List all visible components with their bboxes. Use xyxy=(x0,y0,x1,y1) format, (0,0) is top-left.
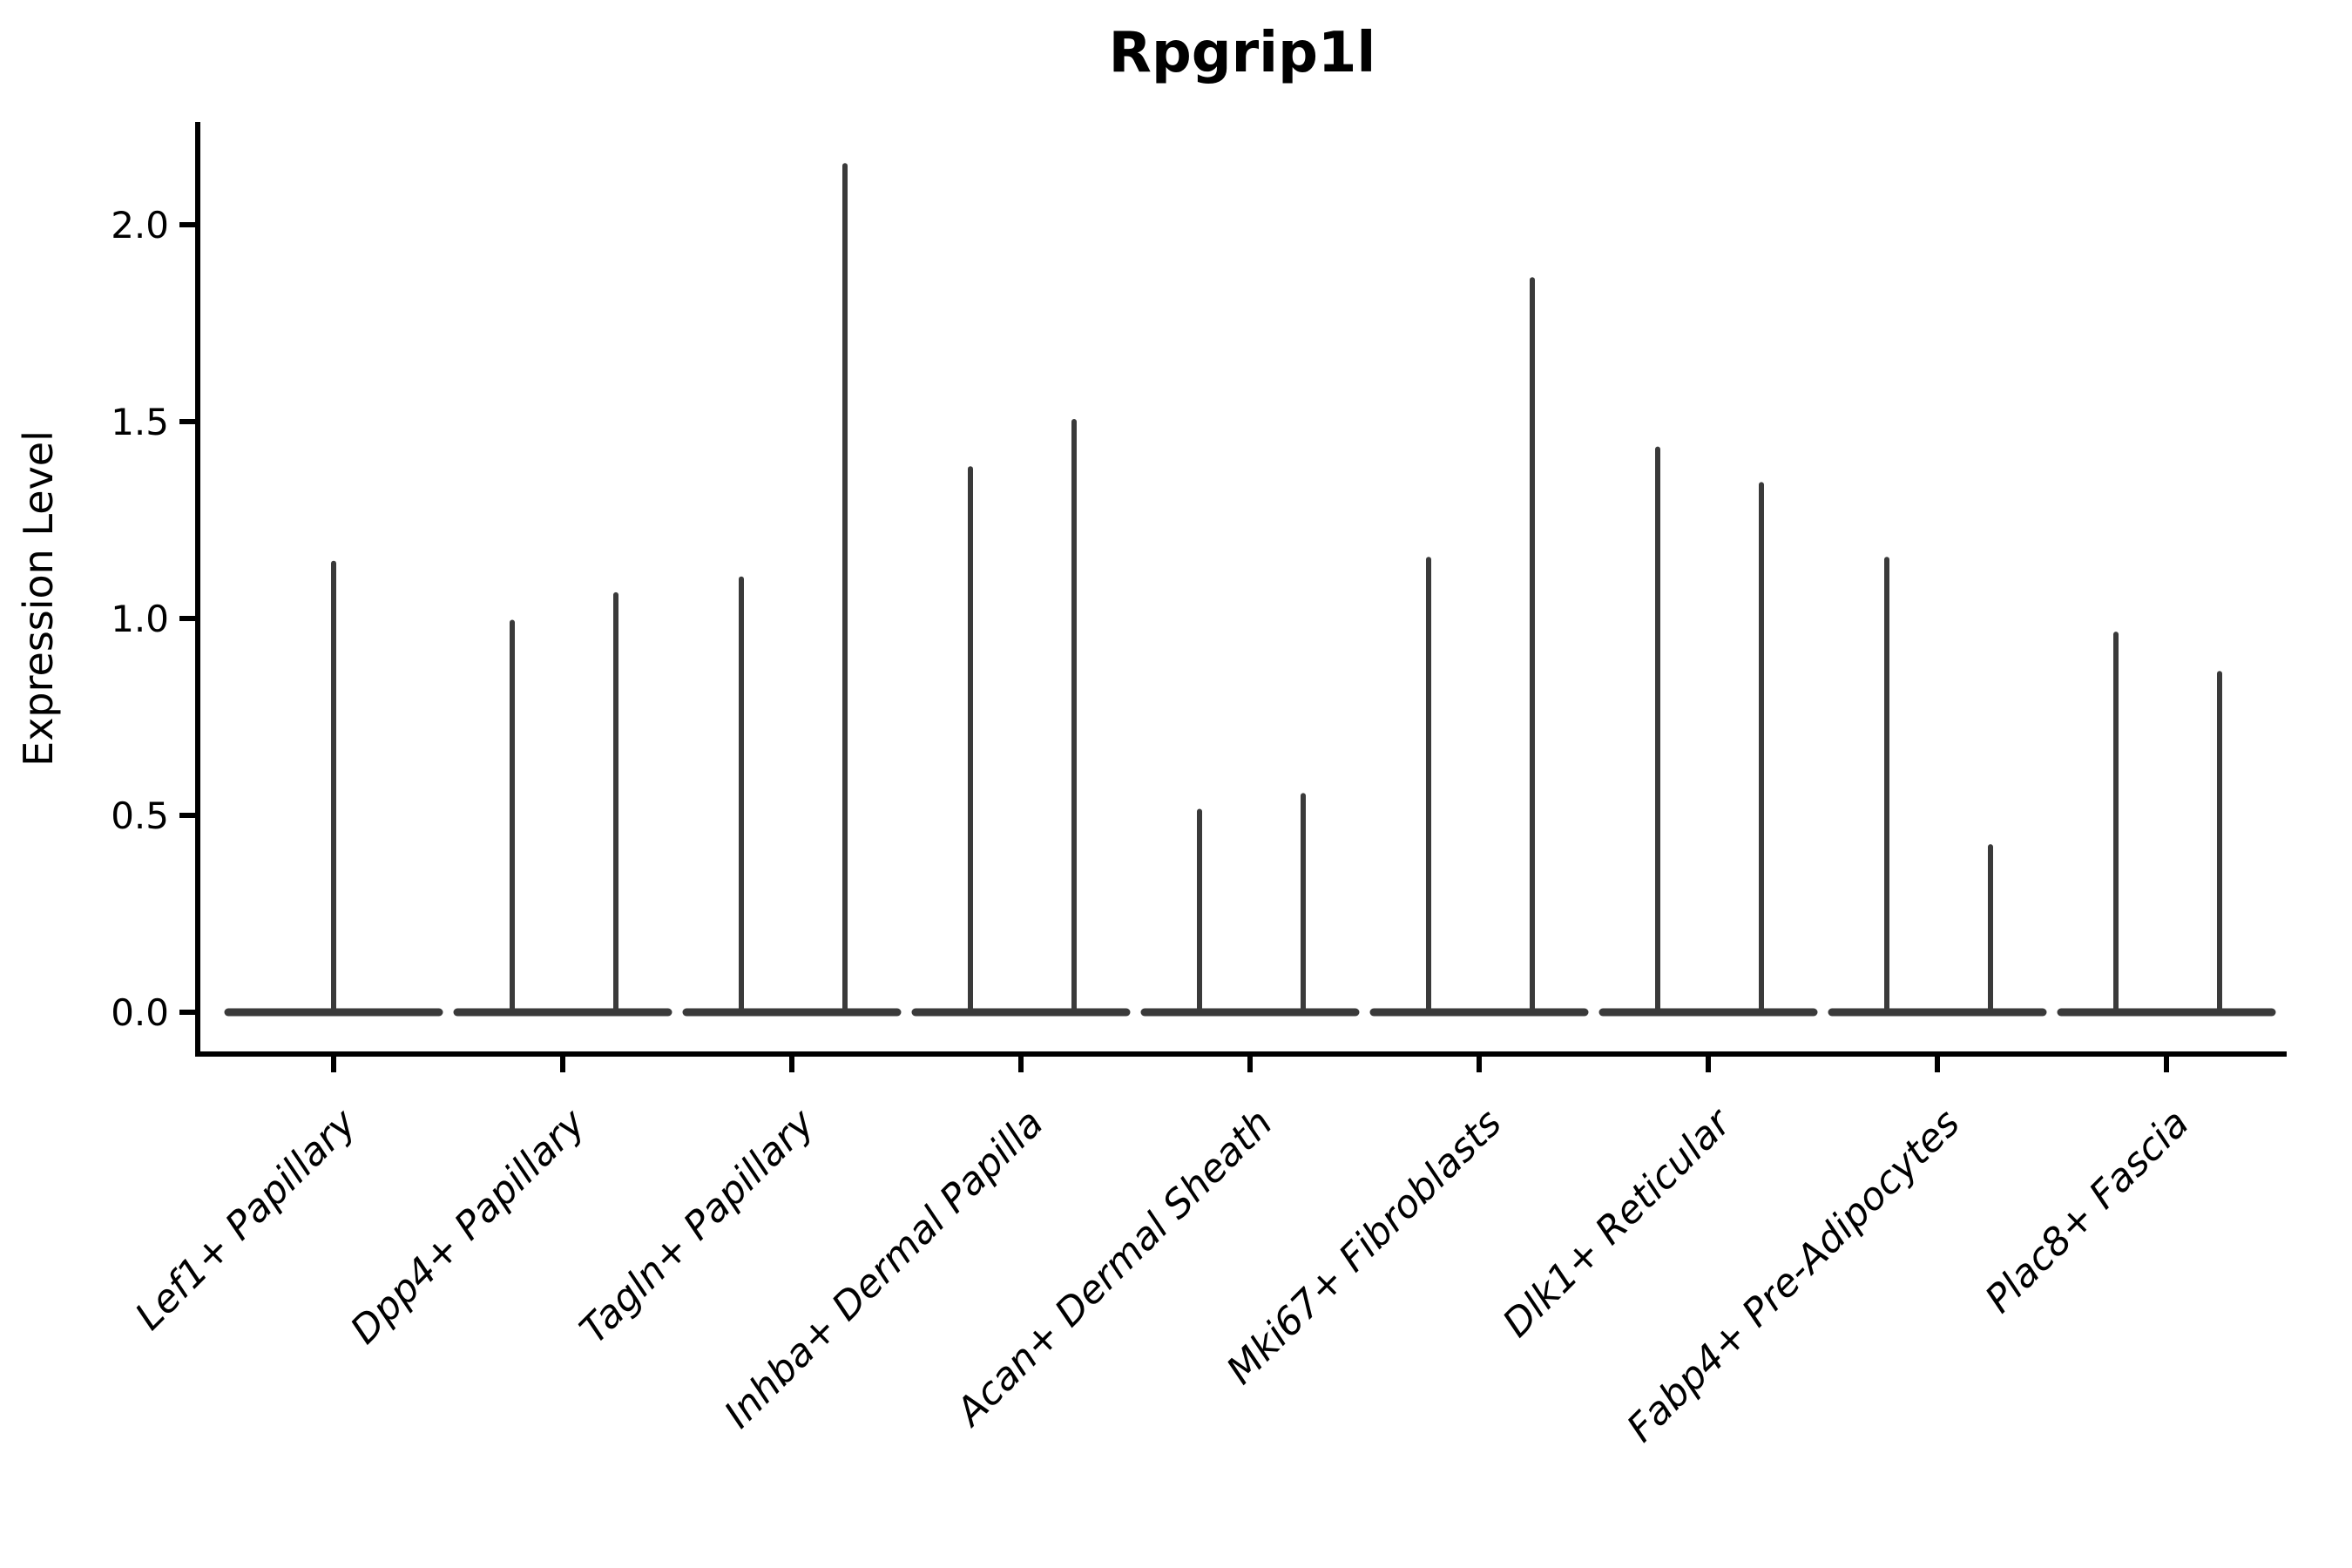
violin xyxy=(1369,277,1589,1017)
violin xyxy=(1598,446,1818,1017)
violin xyxy=(453,591,672,1017)
violin xyxy=(2057,632,2276,1017)
violin-series xyxy=(224,163,2276,1017)
violin xyxy=(224,560,443,1017)
violin xyxy=(682,163,902,1017)
y-tick-label: 0.0 xyxy=(111,991,169,1034)
x-tick-label: Dpp4+ Papillary xyxy=(342,1100,595,1353)
violin xyxy=(1140,793,1360,1017)
axes xyxy=(195,122,2287,1057)
y-tick-label: 1.0 xyxy=(111,598,169,640)
violin xyxy=(1828,557,2047,1017)
x-tick-label: Lef1+ Papillary xyxy=(127,1100,366,1339)
chart-title: Rpgrip1l xyxy=(1109,21,1376,85)
violin xyxy=(911,419,1131,1017)
y-tick-label: 0.5 xyxy=(111,794,169,837)
y-axis-label: Expression Level xyxy=(15,430,62,767)
x-tick-label: Plac8+ Fascia xyxy=(1977,1101,2197,1321)
y-tick-label: 1.5 xyxy=(111,401,169,443)
y-tick-label: 2.0 xyxy=(111,204,169,247)
x-tick-label: Dlk1+ Reticular xyxy=(1494,1099,1740,1346)
x-tick-label: Tagln+ Papillary xyxy=(571,1100,823,1352)
y-axis-ticks: 0.0 0.5 1.0 1.5 2.0 xyxy=(111,204,198,1034)
axis-spines xyxy=(195,122,2287,1057)
